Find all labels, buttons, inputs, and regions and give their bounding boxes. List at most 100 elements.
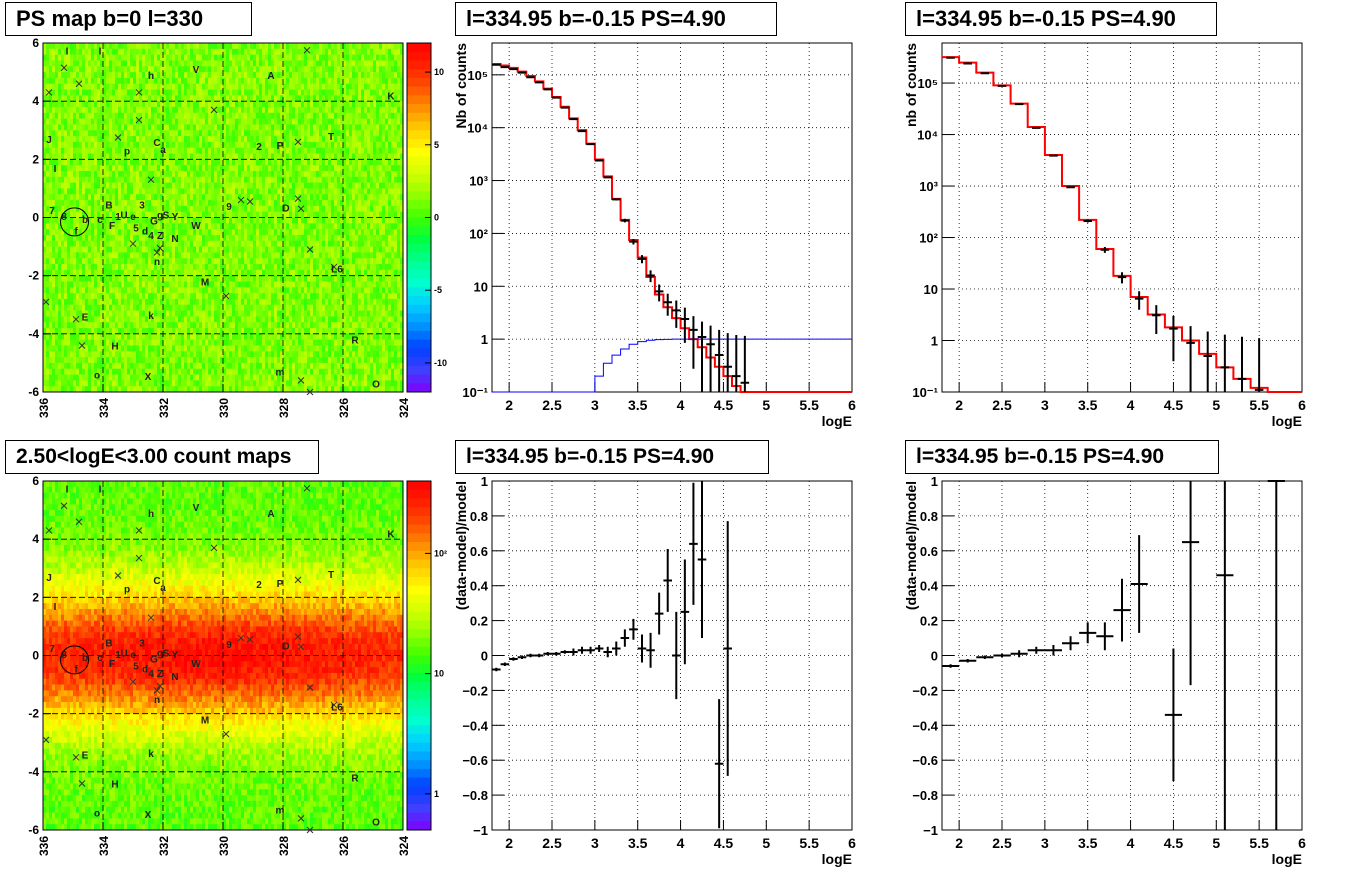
source-marker: [330, 701, 338, 709]
colorbar-tick-label: -10: [434, 358, 447, 368]
source-label: G: [150, 216, 158, 227]
y-tick-label: 6: [32, 474, 39, 488]
colorbar-tick-label: 5: [434, 140, 439, 150]
colorbar-cell: [407, 655, 431, 665]
source-label: 2: [256, 142, 262, 153]
source-label: g: [157, 649, 163, 660]
source-marker: [135, 116, 143, 124]
x-tick-label: 3: [1041, 397, 1049, 413]
y-tick-label: 0.2: [470, 614, 488, 629]
colorbar-cell: [407, 357, 431, 367]
data-point: [517, 655, 527, 659]
source-label: J: [46, 573, 52, 584]
x-tick-label: 332: [157, 398, 171, 418]
source-label: 4: [148, 231, 154, 242]
colorbar-cell: [407, 226, 431, 236]
source-label: P: [277, 141, 284, 152]
source-marker: [153, 249, 161, 256]
x-tick-label: 328: [277, 836, 291, 856]
source-label: o: [94, 371, 100, 382]
y-tick-label: −0.2: [912, 683, 938, 698]
source-label: X: [145, 372, 152, 383]
x-tick-label: 5: [1212, 835, 1220, 851]
source-label: B: [105, 638, 112, 649]
source-marker: [135, 527, 143, 534]
colorbar-cell: [407, 365, 431, 375]
colorbar-cell: [407, 339, 431, 349]
source-label: I: [54, 602, 57, 613]
colorbar-cell: [407, 646, 431, 656]
source-marker: [222, 730, 230, 738]
data-point: [629, 618, 638, 640]
source-label: T: [328, 570, 334, 581]
source-label: m: [276, 806, 285, 817]
source-label: f: [74, 227, 78, 238]
colorbar-cell: [407, 699, 431, 709]
source-label: P: [277, 579, 284, 590]
x-tick-label: 330: [217, 398, 231, 418]
source-label: F: [109, 659, 115, 670]
data-point: [706, 325, 715, 392]
y-axis-label: nb of counts: [903, 43, 919, 127]
source-marker: [45, 527, 53, 534]
data-point: [637, 255, 647, 264]
data-point: [492, 667, 501, 672]
source-marker: [294, 576, 302, 584]
source-label: e: [130, 650, 136, 661]
x-tick-label: 3: [591, 397, 599, 413]
data-point: [560, 650, 570, 654]
y-tick-label: 10: [474, 279, 488, 294]
colorbar-cell: [407, 112, 431, 122]
source-label: Y: [172, 212, 179, 223]
colorbar-cell: [407, 304, 431, 314]
source-label: c: [97, 653, 103, 664]
source-label: p: [124, 147, 130, 158]
colorbar-cell: [407, 768, 431, 779]
data-point: [697, 321, 707, 392]
selected-source-circle: [60, 645, 89, 675]
source-label: c: [97, 215, 103, 226]
y-tick-label: −0.6: [462, 753, 488, 768]
colorbar-cell: [407, 147, 431, 157]
x-tick-label: 2.5: [542, 397, 562, 413]
colorbar-cell: [407, 603, 431, 613]
source-label: Y: [172, 650, 179, 661]
source-label: e: [130, 212, 136, 223]
source-label: 7: [49, 644, 55, 655]
x-tick-label: 330: [217, 836, 231, 856]
data-point: [586, 143, 595, 146]
data-point: [663, 293, 672, 316]
source-marker: [306, 684, 314, 691]
source-label: h: [148, 71, 154, 82]
map-panel-3: 336 334 332 330 328 326 324 6 4 2 0 -2 -4 -6 I Ih V A K T 2 P…: [28, 474, 447, 856]
y-tick-label: −0.6: [912, 753, 938, 768]
source-label: R: [351, 774, 359, 785]
source-marker: [210, 106, 218, 114]
colorbar-cell: [407, 383, 431, 393]
spectrum-panel-2: 2 2.5 3 3.5 4 4.5 5 5.5 6 10⁵ 10⁴ 10³ 10² 10 1 10⁻¹ logE…: [903, 42, 1306, 429]
source-label: V: [193, 65, 200, 76]
source-label: V: [193, 503, 200, 514]
data-point: [1267, 480, 1285, 830]
colorbar-cell: [407, 481, 431, 491]
source-marker: [294, 195, 302, 202]
data-point: [1066, 186, 1075, 189]
data-point: [637, 634, 647, 663]
colorbar-cell: [407, 707, 431, 717]
x-tick-label: 326: [337, 398, 351, 418]
source-label: S: [163, 211, 170, 222]
colorbar-cell: [407, 803, 431, 813]
colorbar-cell: [407, 69, 431, 79]
y-tick-label: 10⁵: [467, 68, 488, 83]
source-marker: [297, 815, 305, 822]
source-label: 1: [115, 212, 121, 223]
data-point: [509, 657, 518, 661]
x-tick-label: 3: [1041, 835, 1049, 851]
source-label: 9: [226, 202, 232, 213]
data-point: [1010, 650, 1028, 658]
colorbar-cell: [407, 234, 431, 245]
y-tick-label: 10⁵: [917, 76, 938, 91]
map-panel-0: 336 334 332 330 328 326 324 6 4 2 0 -2 -4 -6 I Ih V A K T 2 P…: [28, 36, 447, 418]
x-tick-label: 2: [955, 397, 963, 413]
colorbar-cell: [407, 43, 431, 53]
